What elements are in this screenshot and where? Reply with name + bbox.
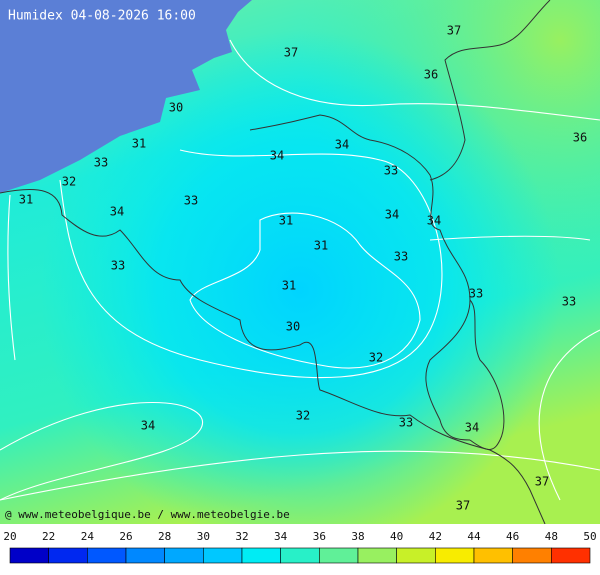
border (0, 188, 546, 525)
map (0, 0, 600, 525)
legend-swatch (435, 547, 475, 564)
legend-tick-label: 48 (545, 530, 558, 543)
contour-label: 37 (535, 475, 549, 489)
legend-tick-label: 46 (506, 530, 519, 543)
legend-tick-label: 24 (81, 530, 95, 543)
contour-label: 32 (62, 175, 76, 189)
contour-label: 31 (132, 137, 146, 151)
legend-swatch (48, 547, 88, 564)
contour-label: 36 (573, 131, 587, 145)
credit: @ www.meteobelgique.be / www.meteobelgie… (5, 508, 290, 521)
contour-label: 34 (335, 138, 349, 152)
contour (229, 39, 600, 121)
contour-label: 33 (562, 295, 576, 309)
legend-swatch (9, 547, 49, 564)
contour-label: 30 (169, 101, 183, 115)
contour (0, 450, 600, 501)
legend-swatch (319, 547, 359, 564)
contour-label: 31 (314, 239, 328, 253)
contour-label: 36 (424, 68, 438, 82)
legend-tick-label: 40 (390, 530, 403, 543)
contour-label: 31 (282, 279, 296, 293)
legend-tick-label: 22 (42, 530, 55, 543)
contour-label: 31 (279, 214, 293, 228)
contour (189, 212, 421, 369)
legend-tick-label: 26 (119, 530, 132, 543)
legend-swatch (551, 547, 591, 564)
contour-label: 37 (456, 499, 470, 513)
contour-label: 33 (394, 250, 408, 264)
legend-swatch (280, 547, 320, 564)
contour-label: 33 (111, 259, 125, 273)
border (429, 0, 551, 181)
contour-label: 31 (19, 193, 33, 207)
legend-tick-label: 20 (3, 530, 16, 543)
legend-swatch (396, 547, 436, 564)
contour-label: 33 (399, 416, 413, 430)
contour (538, 329, 600, 501)
contour-label: 37 (284, 46, 298, 60)
legend-swatch (473, 547, 513, 564)
contour (429, 235, 591, 241)
contour-label: 30 (286, 320, 300, 334)
legend-tick-label: 50 (583, 530, 596, 543)
contour (0, 402, 203, 501)
border (469, 299, 505, 450)
legend-tick-label: 30 (197, 530, 210, 543)
legend-swatch (357, 547, 397, 564)
sea (0, 0, 252, 193)
contour-label: 34 (141, 419, 155, 433)
contour-label: 33 (184, 194, 198, 208)
legend-swatch (164, 547, 204, 564)
border (249, 114, 471, 441)
contour-label: 34 (427, 214, 441, 228)
contour-label: 33 (384, 164, 398, 178)
legend-tick-label: 42 (429, 530, 442, 543)
legend-swatch (125, 547, 165, 564)
contour (59, 149, 443, 379)
contour-label: 33 (94, 156, 108, 170)
legend-swatch (241, 547, 281, 564)
legend-tick-label: 38 (351, 530, 364, 543)
legend-swatch (87, 547, 127, 564)
legend-tick-label: 44 (467, 530, 481, 543)
legend-tick-label: 34 (274, 530, 288, 543)
contour-label: 32 (369, 351, 383, 365)
legend-tick-label: 28 (158, 530, 171, 543)
legend-tick-label: 32 (235, 530, 248, 543)
contour-label: 32 (296, 409, 310, 423)
contour-label: 34 (385, 208, 399, 222)
title: Humidex 04-08-2026 16:00 (8, 9, 196, 24)
contour-label: 34 (465, 421, 479, 435)
contour-label: 34 (110, 205, 124, 219)
legend-swatch (512, 547, 552, 564)
contour-label: 34 (270, 149, 284, 163)
contour-label: 33 (469, 287, 483, 301)
contour (7, 194, 16, 361)
legend-swatch (203, 547, 243, 564)
legend-tick-label: 36 (313, 530, 326, 543)
contour-label: 37 (447, 24, 461, 38)
